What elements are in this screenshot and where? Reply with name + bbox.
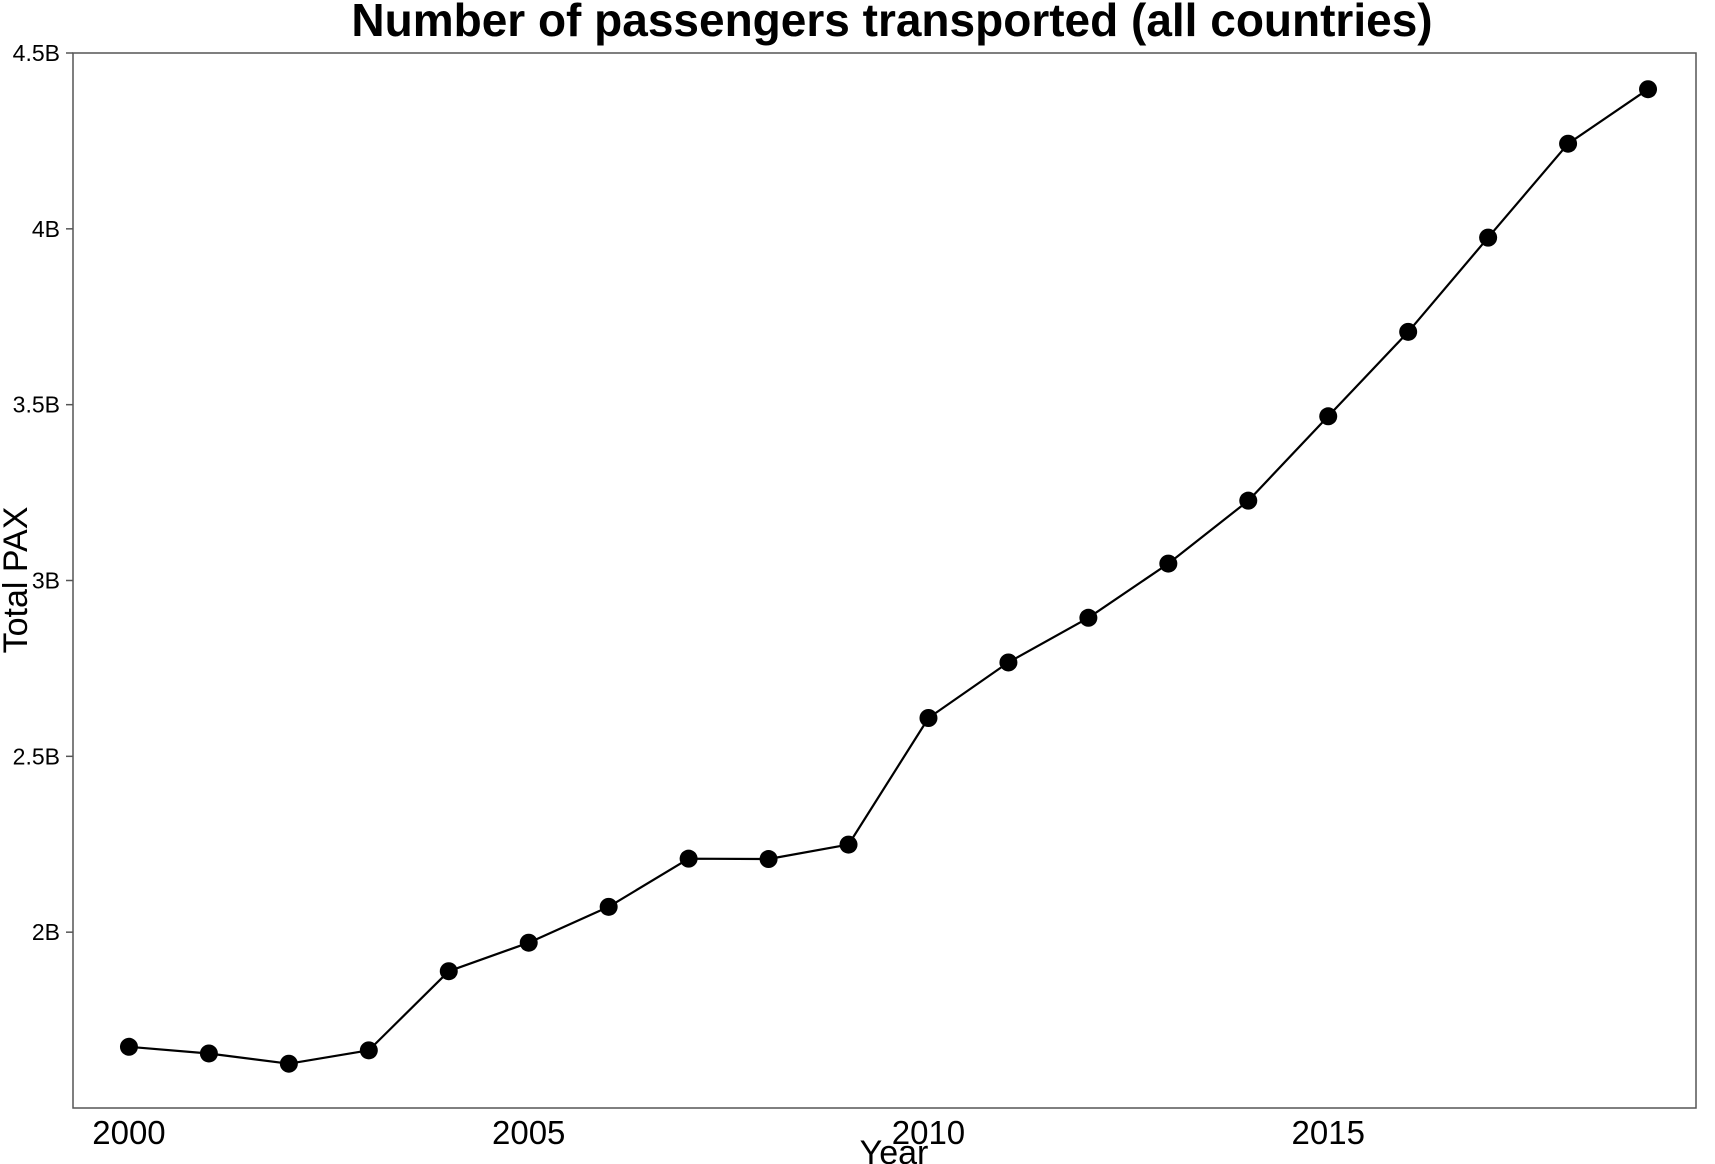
data-point-2016 <box>1399 322 1418 341</box>
x-tick-label: 2000 <box>92 1114 165 1151</box>
y-tick-label: 2B <box>32 919 60 945</box>
data-point-2019 <box>1639 80 1658 99</box>
data-point-2010 <box>919 709 938 728</box>
data-point-2008 <box>759 850 778 869</box>
data-point-2014 <box>1239 491 1258 510</box>
y-tick-label: 3B <box>32 568 60 594</box>
data-point-2009 <box>839 835 858 854</box>
data-point-2018 <box>1559 134 1578 153</box>
x-axis-title: Year <box>860 1134 929 1164</box>
chart-title: Number of passengers transported (all co… <box>351 0 1432 46</box>
x-tick-label: 2010 <box>892 1114 965 1151</box>
data-point-2000 <box>119 1037 138 1056</box>
y-tick-label: 4B <box>32 216 60 242</box>
y-tick-label: 3.5B <box>13 392 60 418</box>
y-tick-label: 4.5B <box>13 40 60 66</box>
data-point-2006 <box>599 897 618 916</box>
data-point-2011 <box>999 653 1018 672</box>
data-point-2001 <box>199 1044 218 1063</box>
y-tick-label: 2.5B <box>13 743 60 769</box>
data-point-2002 <box>279 1054 298 1073</box>
data-point-2004 <box>439 962 458 981</box>
plot-frame <box>72 52 1697 1109</box>
data-point-2003 <box>359 1041 378 1060</box>
data-point-2013 <box>1159 554 1178 573</box>
data-point-2015 <box>1319 407 1338 426</box>
x-tick-label: 2005 <box>492 1114 565 1151</box>
x-tick-label: 2015 <box>1292 1114 1365 1151</box>
data-point-2005 <box>519 933 538 952</box>
y-axis-title: Total PAX <box>0 507 35 654</box>
data-point-2007 <box>679 849 698 868</box>
series-line <box>128 88 1649 1065</box>
y-axis: 2B 2.5B 3B 3.5B 4B 4.5B <box>13 40 73 945</box>
x-axis: 2000 2005 2010 2015 <box>92 1114 1365 1151</box>
series-layer <box>119 80 1658 1073</box>
data-point-2017 <box>1479 228 1498 247</box>
data-point-2012 <box>1079 608 1098 627</box>
